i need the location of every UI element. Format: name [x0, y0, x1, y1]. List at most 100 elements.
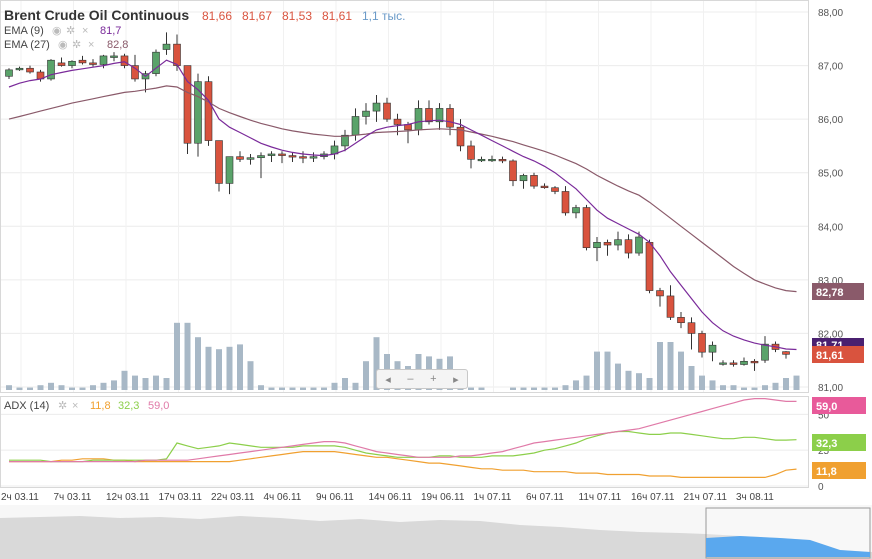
volume-bar: [153, 375, 159, 390]
gear-icon[interactable]: ✲: [58, 400, 67, 412]
x-tick-label: 7ч 03.11: [54, 492, 92, 503]
svg-text:81,7: 81,7: [100, 25, 121, 37]
volume-bar: [69, 387, 75, 390]
zoom-in-button[interactable]: +: [430, 373, 437, 385]
candle: [162, 32, 171, 55]
volume-bar: [111, 380, 117, 390]
candle: [498, 156, 507, 164]
candle: [183, 65, 192, 154]
candle: [645, 239, 654, 294]
low-value: 81,53: [282, 9, 312, 23]
candle: [509, 159, 517, 187]
adx-series-line: [9, 451, 797, 478]
navigator[interactable]: [0, 505, 872, 559]
candle: [299, 151, 307, 164]
eye-icon[interactable]: ◉: [52, 25, 62, 37]
candle: [89, 59, 97, 67]
candle: [582, 204, 591, 251]
close-icon[interactable]: ×: [82, 25, 88, 37]
volume-bar: [174, 322, 180, 390]
volume-bar: [6, 385, 12, 390]
candle: [740, 357, 748, 366]
volume-bar: [468, 387, 474, 390]
volume-bar: [678, 351, 684, 390]
volume-bar: [79, 387, 86, 390]
volume-bar: [478, 387, 485, 390]
gear-icon[interactable]: ✲: [66, 25, 75, 37]
volume-bar: [730, 385, 737, 390]
zoom-out-button[interactable]: ‒: [407, 373, 414, 385]
candle: [561, 186, 570, 216]
close-icon[interactable]: ×: [72, 400, 78, 412]
candle: [215, 140, 223, 192]
navigator-area: [0, 516, 872, 559]
volume-bar: [321, 387, 327, 390]
adx-lines: [9, 398, 797, 478]
candle: [593, 237, 601, 262]
gear-icon[interactable]: ✲: [72, 39, 81, 51]
volume-bar: [58, 385, 65, 390]
candle: [309, 152, 318, 162]
candle: [194, 73, 202, 157]
volume-bar: [573, 380, 579, 390]
ema27-line: [8, 85, 797, 293]
y-tick-label: 86,00: [818, 115, 843, 126]
volume-bar: [625, 370, 632, 390]
eye-icon[interactable]: ◉: [58, 39, 68, 51]
scroll-zoom-controls: ◂ ‒ + ▸: [376, 369, 468, 389]
x-tick-label: 11ч 07.11: [579, 492, 622, 503]
candle: [750, 359, 759, 371]
volume-bar: [300, 387, 306, 390]
volume-bar: [720, 385, 726, 390]
candle: [729, 360, 738, 367]
y-tick-label: 84,00: [818, 222, 843, 233]
candle: [225, 156, 234, 195]
volume-bar: [352, 382, 359, 390]
volume-bar: [247, 361, 254, 390]
symbol-title: Brent Crude Oil Continuous: [4, 7, 189, 23]
volume-bar: [37, 385, 44, 390]
x-tick-label: 21ч 07.11: [684, 492, 728, 503]
candle: [267, 151, 276, 162]
candle: [540, 183, 549, 189]
x-tick-label: 9ч 06.11: [316, 492, 354, 503]
volume-bar: [793, 375, 800, 390]
volume-bar: [604, 351, 611, 390]
x-tick-label: 14ч 06.11: [369, 492, 413, 503]
candle: [68, 60, 76, 69]
volume-bar: [48, 382, 54, 390]
volume-bar: [121, 370, 128, 390]
candle: [708, 341, 717, 362]
svg-text:82,8: 82,8: [107, 39, 128, 51]
candle: [635, 231, 643, 256]
volume-bar: [541, 387, 548, 390]
candle: [120, 53, 129, 69]
candle: [488, 155, 496, 162]
candle: [236, 151, 244, 162]
volume-bar: [510, 387, 516, 390]
volume-bar: [132, 375, 138, 390]
volume-bar: [688, 366, 695, 390]
svg-text:EMA (27): EMA (27): [4, 39, 50, 51]
candle: [530, 172, 538, 189]
volume-bar: [258, 385, 264, 390]
adx-series-line: [9, 430, 797, 463]
scroll-left-button[interactable]: ◂: [385, 373, 391, 386]
close-icon[interactable]: ×: [88, 39, 94, 51]
y-tick-label: 82,00: [818, 329, 843, 340]
candle: [719, 360, 727, 366]
candle: [362, 103, 370, 125]
y-tick-label: 83,00: [818, 276, 843, 287]
volume-bar: [751, 387, 758, 390]
volume-bar: [342, 378, 348, 390]
scroll-right-button[interactable]: ▸: [453, 373, 459, 386]
volume-bar: [163, 378, 170, 390]
volume-bar: [268, 387, 275, 390]
y-tick-label: 85,00: [818, 169, 843, 180]
chart-header: Brent Crude Oil Continuous 81,66 81,67 8…: [4, 7, 405, 23]
candle: [551, 186, 559, 195]
volume-bar: [520, 387, 527, 390]
x-tick-label: 19ч 06.11: [421, 492, 465, 503]
candle: [519, 173, 528, 189]
